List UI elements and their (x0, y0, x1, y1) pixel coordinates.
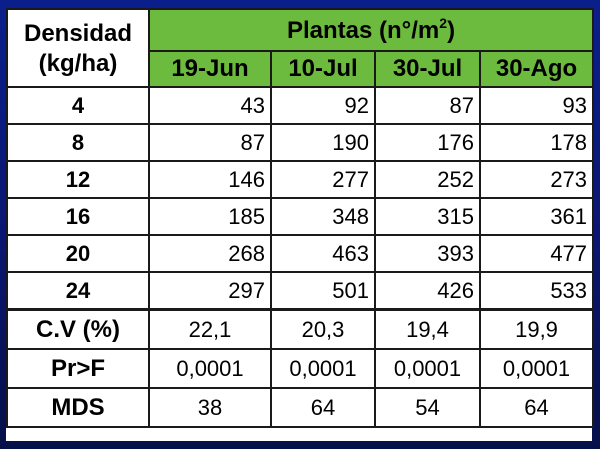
value-cell: 146 (148, 160, 272, 199)
table-row: 12 146 277 252 273 (6, 160, 595, 199)
date-header: 30-Jul (374, 50, 481, 88)
densidad-header-line1: Densidad (23, 20, 133, 47)
value-cell: 87 (374, 86, 481, 125)
table-row: 4 43 92 87 93 (6, 86, 595, 125)
stat-value: 64 (478, 387, 595, 428)
value-cell: 185 (148, 197, 272, 236)
plantas-group-header: Plantas (n°/m2) (147, 8, 595, 52)
value-cell: 43 (148, 86, 272, 125)
date-header: 30-Ago (478, 50, 595, 88)
stat-value: 0,0001 (270, 348, 376, 389)
densidad-cell: 24 (6, 271, 150, 311)
value-cell: 501 (270, 271, 376, 311)
value-cell: 348 (270, 197, 376, 236)
stat-label: C.V (%) (6, 308, 150, 350)
stat-value: 64 (270, 387, 376, 428)
densidad-cell: 8 (6, 123, 150, 162)
densidad-cell: 16 (6, 197, 150, 236)
stat-value: 54 (374, 387, 481, 428)
plantas-title-end: ) (447, 17, 456, 44)
stat-value: 0,0001 (148, 348, 272, 389)
stat-value: 19,4 (374, 308, 481, 350)
densidad-cell: 12 (6, 160, 150, 199)
value-cell: 393 (374, 234, 481, 273)
value-cell: 176 (374, 123, 481, 162)
value-cell: 477 (478, 234, 595, 273)
value-cell: 178 (478, 123, 595, 162)
plantas-title-sup: 2 (439, 15, 448, 31)
table-frame: Densidad (kg/ha) Plantas (n°/m2) 19-Jun … (6, 8, 595, 441)
value-cell: 426 (374, 271, 481, 311)
header-row-group: Densidad (kg/ha) Plantas (n°/m2) (6, 8, 595, 88)
stat-row-cv: C.V (%) 22,1 20,3 19,4 19,9 (6, 308, 595, 350)
plantas-table: Densidad (kg/ha) Plantas (n°/m2) 19-Jun … (6, 8, 595, 428)
value-cell: 297 (148, 271, 272, 311)
value-cell: 190 (270, 123, 376, 162)
date-header: 10-Jul (270, 50, 376, 88)
value-cell: 87 (148, 123, 272, 162)
stat-label: MDS (6, 387, 150, 428)
stat-row-mds: MDS 38 64 54 64 (6, 387, 595, 428)
stat-value: 20,3 (270, 308, 376, 350)
value-cell: 93 (478, 86, 595, 125)
header-row-dates: 19-Jun 10-Jul 30-Jul 30-Ago (7, 50, 595, 88)
table-row: 8 87 190 176 178 (6, 123, 595, 162)
value-cell: 252 (374, 160, 481, 199)
table-row: 24 297 501 426 533 (6, 271, 595, 311)
stat-value: 22,1 (148, 308, 272, 350)
stat-value: 19,9 (478, 308, 595, 350)
table-row: 20 268 463 393 477 (6, 234, 595, 273)
plantas-title: Plantas (n°/m (286, 17, 440, 44)
stat-label: Pr>F (6, 348, 150, 389)
value-cell: 533 (478, 271, 595, 311)
value-cell: 463 (270, 234, 376, 273)
stat-value: 0,0001 (478, 348, 595, 389)
table-row: 16 185 348 315 361 (6, 197, 595, 236)
value-cell: 268 (148, 234, 272, 273)
value-cell: 361 (478, 197, 595, 236)
stat-row-prf: Pr>F 0,0001 0,0001 0,0001 0,0001 (6, 348, 595, 389)
value-cell: 92 (270, 86, 376, 125)
densidad-cell: 4 (6, 86, 150, 125)
value-cell: 315 (374, 197, 481, 236)
stat-value: 0,0001 (374, 348, 481, 389)
densidad-header-line2: (kg/ha) (38, 50, 118, 77)
densidad-cell: 20 (6, 234, 150, 273)
densidad-header: Densidad (kg/ha) (6, 8, 150, 88)
stat-value: 38 (148, 387, 272, 428)
value-cell: 273 (478, 160, 595, 199)
date-header: 19-Jun (148, 50, 272, 88)
value-cell: 277 (270, 160, 376, 199)
